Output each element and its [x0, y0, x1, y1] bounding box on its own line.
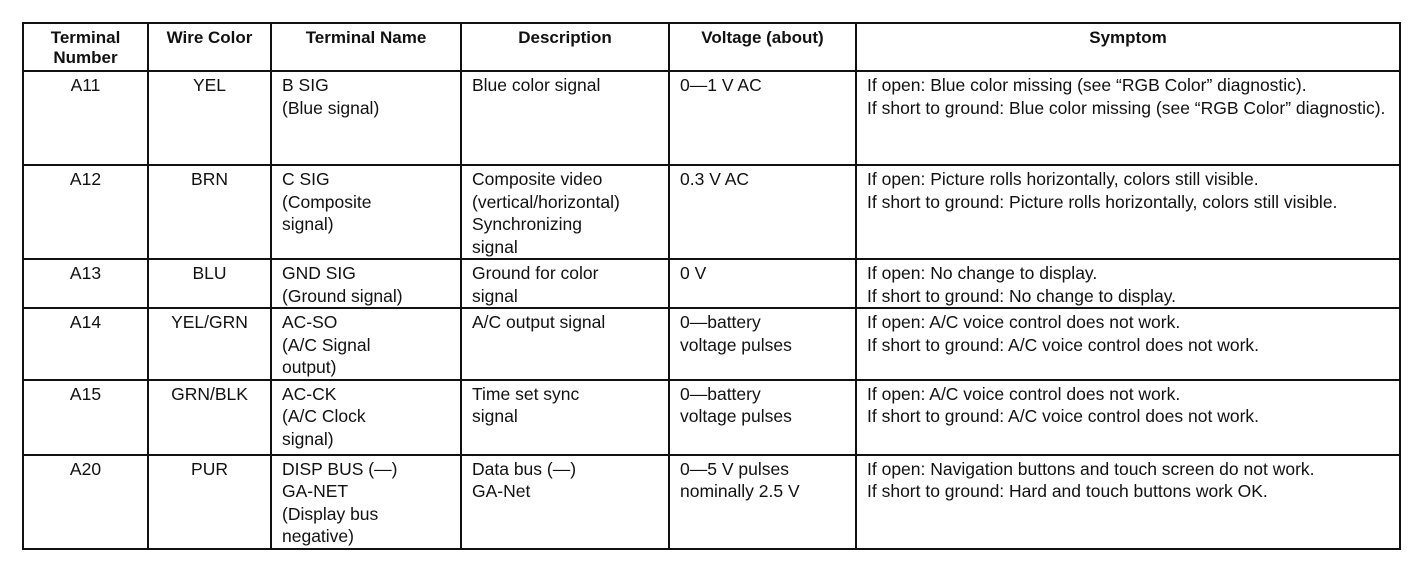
- header-terminal-number: Terminal Number: [22, 22, 149, 72]
- symptom: If open: Blue color missing (see “RGB Co…: [855, 70, 1401, 166]
- description: Ground for color signal: [460, 258, 670, 309]
- voltage: 0—battery voltage pulses: [668, 378, 857, 456]
- terminal-number: A12: [22, 164, 149, 260]
- wire-color: GRN/BLK: [147, 378, 272, 456]
- terminal-name: B SIG (Blue signal): [270, 70, 462, 166]
- terminal-name: DISP BUS (—) GA-NET (Display bus negativ…: [270, 453, 462, 550]
- description: A/C output signal: [460, 307, 670, 381]
- voltage: 0 V: [668, 258, 857, 309]
- header-terminal-name: Terminal Name: [270, 22, 462, 72]
- header-symptom: Symptom: [855, 22, 1401, 72]
- description: Data bus (—) GA-Net: [460, 453, 670, 550]
- wire-color: PUR: [147, 453, 272, 550]
- header-wire-color: Wire Color: [147, 22, 272, 72]
- terminal-number: A15: [22, 378, 149, 456]
- symptom: If open: A/C voice control does not work…: [855, 307, 1401, 381]
- terminal-number: A11: [22, 70, 149, 166]
- symptom: If open: No change to display. If short …: [855, 258, 1401, 309]
- terminal-name: GND SIG (Ground signal): [270, 258, 462, 309]
- description: Blue color signal: [460, 70, 670, 166]
- table-row: A14 YEL/GRN AC-SO (A/C Signal output) A/…: [22, 307, 1401, 381]
- voltage: 0—battery voltage pulses: [668, 307, 857, 381]
- terminal-number: A13: [22, 258, 149, 309]
- terminal-table: Terminal Number Wire Color Terminal Name…: [22, 22, 1401, 550]
- header-voltage: Voltage (about): [668, 22, 857, 72]
- table-row: A13 BLU GND SIG (Ground signal) Ground f…: [22, 258, 1401, 309]
- terminal-name: AC-CK (A/C Clock signal): [270, 378, 462, 456]
- wire-color: YEL: [147, 70, 272, 166]
- description: Time set sync signal: [460, 378, 670, 456]
- voltage: 0.3 V AC: [668, 164, 857, 260]
- symptom: If open: Picture rolls horizontally, col…: [855, 164, 1401, 260]
- terminal-name: AC-SO (A/C Signal output): [270, 307, 462, 381]
- wire-color: BLU: [147, 258, 272, 309]
- terminal-number: A20: [22, 453, 149, 550]
- voltage: 0—5 V pulses nominally 2.5 V: [668, 453, 857, 550]
- terminal-name: C SIG (Composite signal): [270, 164, 462, 260]
- voltage: 0—1 V AC: [668, 70, 857, 166]
- table-row: A12 BRN C SIG (Composite signal) Composi…: [22, 164, 1401, 260]
- description: Composite video (vertical/horizontal) Sy…: [460, 164, 670, 260]
- wire-color: YEL/GRN: [147, 307, 272, 381]
- symptom: If open: Navigation buttons and touch sc…: [855, 453, 1401, 550]
- table-row: A15 GRN/BLK AC-CK (A/C Clock signal) Tim…: [22, 378, 1401, 456]
- terminal-number: A14: [22, 307, 149, 381]
- table-row: A11 YEL B SIG (Blue signal) Blue color s…: [22, 70, 1401, 166]
- table-row: A20 PUR DISP BUS (—) GA-NET (Display bus…: [22, 453, 1401, 550]
- symptom: If open: A/C voice control does not work…: [855, 378, 1401, 456]
- header-description: Description: [460, 22, 670, 72]
- wire-color: BRN: [147, 164, 272, 260]
- header-row: Terminal Number Wire Color Terminal Name…: [22, 22, 1401, 72]
